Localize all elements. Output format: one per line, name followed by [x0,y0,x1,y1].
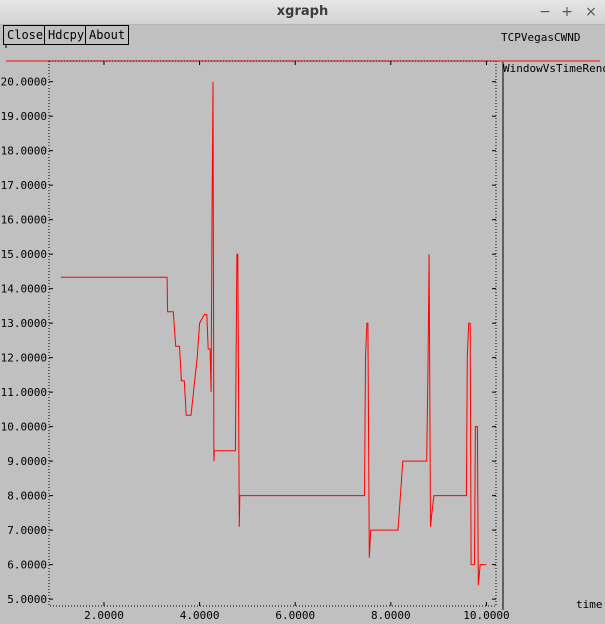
close-window-icon[interactable]: × [585,4,597,20]
y-tick-label: 16.0000 [1,214,47,227]
legend-entry-label: WindowVsTimeReno [503,62,605,75]
y-tick-label: 15.0000 [1,248,47,261]
about-button[interactable]: About [85,25,129,45]
x-tick-label: 2.0000 [84,609,124,622]
series-line-window-vs-time-reno [61,81,487,586]
y-tick-label: 9.0000 [7,455,47,468]
y-tick-label: 7.0000 [7,524,47,537]
maximize-icon[interactable]: + [561,4,573,20]
x-tick-label: 4.0000 [180,609,220,622]
title-bar[interactable]: xgraph − + × [0,0,605,25]
y-tick-label: 11.0000 [1,386,47,399]
y-tick-label: 12.0000 [1,352,47,365]
y-tick-label: 20.0000 [1,76,47,89]
y-tick-label: 17.0000 [1,179,47,192]
window-title: xgraph [276,4,329,19]
plot-frame [48,60,497,607]
y-tick-label: 18.0000 [1,145,47,158]
y-tick-label: 13.0000 [1,317,47,330]
y-tick-label: 8.0000 [7,490,47,503]
x-axis-label: time [576,598,603,611]
x-axis-ticks: 2.0000 4.0000 6.0000 8.0000 10.0000 [84,61,510,622]
y-tick-label: 5.0000 [7,593,47,606]
y-axis-ticks: 5.0000 6.0000 7.0000 8.0000 9.0000 10.0000 11.… [1,76,496,606]
y-tick-label: 6.0000 [7,559,47,572]
y-tick-label: 14.0000 [1,283,47,296]
minimize-icon[interactable]: − [539,4,551,20]
x-tick-label: 6.0000 [275,609,315,622]
y-tick-label: 19.0000 [1,110,47,123]
hdcpy-button[interactable]: Hdcpy [44,25,88,45]
x-tick-label: 10.0000 [463,609,509,622]
y-tick-label: 10.0000 [1,421,47,434]
close-button[interactable]: Close [3,25,45,45]
x-tick-label: 8.0000 [371,609,411,622]
chart-title: TCPVegasCWND [501,31,580,44]
